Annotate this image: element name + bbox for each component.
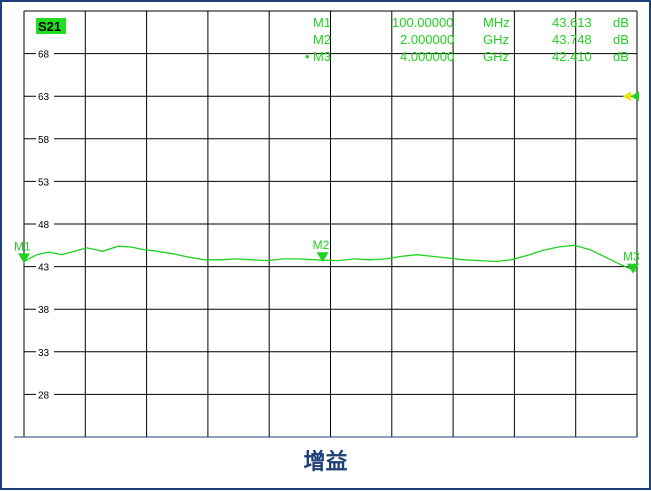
grid — [23, 10, 638, 438]
s21-trace — [23, 244, 638, 273]
marker-readout-response: 43.613 — [552, 15, 592, 30]
y-tick-label-bg — [36, 389, 54, 400]
trace-label[interactable]: S21 — [38, 19, 61, 34]
reference-arrow — [631, 91, 639, 102]
marker-triangle[interactable] — [18, 253, 30, 264]
marker-readout-stimulus-unit: MHz — [483, 15, 510, 30]
y-tick-label-bg — [36, 261, 54, 272]
marker-readout-label: M3 — [313, 49, 331, 64]
y-tick-label: 63 — [38, 92, 50, 103]
marker-readout-stimulus: 4.000000 — [400, 49, 454, 64]
marker-readout-label: M2 — [313, 32, 331, 47]
y-tick-label: 28 — [38, 390, 50, 401]
marker-readout-response: 42.410 — [552, 49, 592, 64]
y-tick-label-bg — [36, 91, 54, 102]
marker-readout-table: M1 100.00000 MHz 43.613 dB M2 2.000000 G… — [305, 15, 629, 64]
marker-readout-row: • M3 4.000000 GHz 42.410 dB — [305, 49, 629, 64]
y-tick-label-bg — [36, 133, 54, 144]
y-tick-label: 48 — [38, 220, 50, 231]
chart-caption: 增益 — [303, 450, 348, 475]
y-tick-label: 53 — [38, 177, 50, 188]
marker-triangle[interactable] — [316, 252, 329, 263]
y-tick-label-bg — [36, 48, 54, 59]
active-marker-dot: • — [305, 49, 310, 64]
marker-readout-response: 43.748 — [552, 32, 592, 47]
marker-symbols: M1 M2 M3 — [14, 238, 640, 274]
marker-readout-stimulus: 100.00000 — [392, 15, 453, 30]
marker-readout-stimulus-unit: GHz — [483, 49, 509, 64]
y-tick-label: 38 — [38, 305, 50, 316]
trace-label-bg[interactable] — [36, 18, 66, 34]
y-tick-label-bg — [36, 219, 54, 229]
y-tick-label: 43 — [38, 263, 50, 274]
marker-readout-row: M2 2.000000 GHz 43.748 dB — [313, 32, 629, 47]
reference-level-indicator — [623, 91, 639, 102]
y-tick-label: 68 — [38, 50, 50, 61]
marker-readout-response-unit: dB — [613, 32, 629, 47]
marker-readout-label: M1 — [313, 15, 331, 30]
y-tick-label-bg — [36, 304, 54, 315]
y-tick-labels: 68 63 58 53 48 43 38 33 28 — [36, 48, 54, 401]
y-tick-label: 33 — [38, 348, 50, 359]
y-tick-label-bg — [36, 346, 54, 357]
marker-tag[interactable]: M1 — [14, 239, 31, 253]
marker-readout-row: M1 100.00000 MHz 43.613 dB — [313, 15, 629, 30]
marker-tag[interactable]: M3 — [623, 250, 640, 264]
marker-readout-stimulus-unit: GHz — [483, 32, 509, 47]
y-tick-label-bg — [36, 176, 54, 187]
marker-readout-response-unit: dB — [613, 49, 629, 64]
marker-readout-response-unit: dB — [613, 15, 629, 30]
y-tick-label: 58 — [38, 135, 50, 146]
marker-tag[interactable]: M2 — [313, 238, 330, 252]
reference-arrow — [623, 91, 631, 102]
marker-readout-stimulus: 2.000000 — [400, 32, 454, 47]
marker-triangle[interactable] — [627, 263, 639, 274]
